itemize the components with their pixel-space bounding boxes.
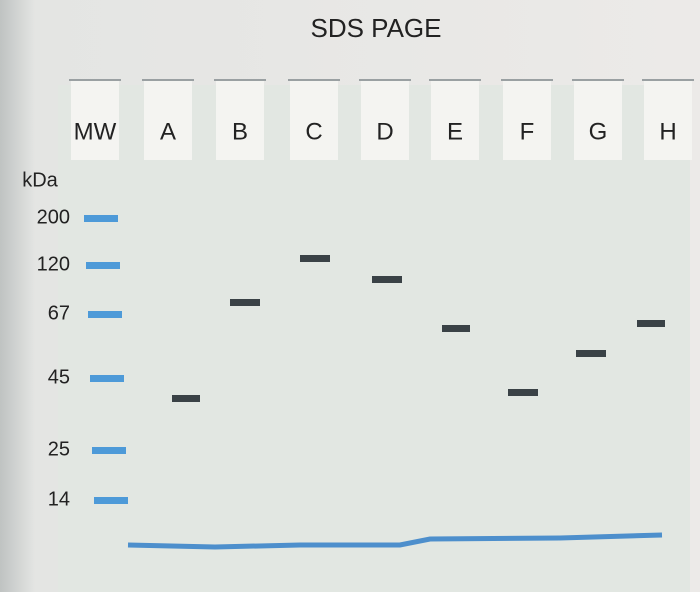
well [144, 80, 192, 160]
lane-labels: MW A B C D E F G H [74, 118, 677, 145]
band [637, 320, 665, 327]
lane-label: E [447, 118, 463, 145]
unit-label: kDa [22, 169, 58, 191]
marker-band [94, 497, 128, 504]
band [508, 389, 538, 396]
lane-label: A [160, 118, 176, 145]
well [361, 80, 409, 160]
markers: 200 120 67 45 25 14 [37, 206, 128, 510]
marker-band [84, 215, 118, 222]
lane-label: H [659, 118, 676, 145]
lane-label: F [520, 118, 535, 145]
well [503, 80, 551, 160]
band [230, 299, 260, 306]
wells [69, 79, 694, 160]
lane-label: D [376, 118, 393, 145]
marker-label: 120 [37, 253, 70, 275]
marker-band [92, 447, 126, 454]
marker-label: 45 [48, 366, 70, 388]
well [644, 80, 692, 160]
marker-label: 14 [48, 488, 70, 510]
marker-band [88, 311, 122, 318]
lane-label: MW [74, 118, 117, 145]
marker-label: 67 [48, 302, 70, 324]
band [442, 325, 470, 332]
well [431, 80, 479, 160]
marker-band [86, 262, 120, 269]
well [574, 80, 622, 160]
marker-label: 25 [48, 438, 70, 460]
band [172, 395, 200, 402]
lane-label: B [232, 118, 248, 145]
lane-label: G [589, 118, 608, 145]
band [300, 255, 330, 262]
lane-label: C [305, 118, 322, 145]
well [290, 80, 338, 160]
marker-label: 200 [37, 206, 70, 228]
well [71, 80, 119, 160]
dye-front [127, 532, 663, 550]
band [576, 350, 606, 357]
band [372, 276, 402, 283]
sample-bands [172, 255, 665, 402]
title: SDS PAGE [310, 13, 441, 43]
well [216, 80, 264, 160]
gel [58, 85, 690, 592]
marker-band [90, 375, 124, 382]
